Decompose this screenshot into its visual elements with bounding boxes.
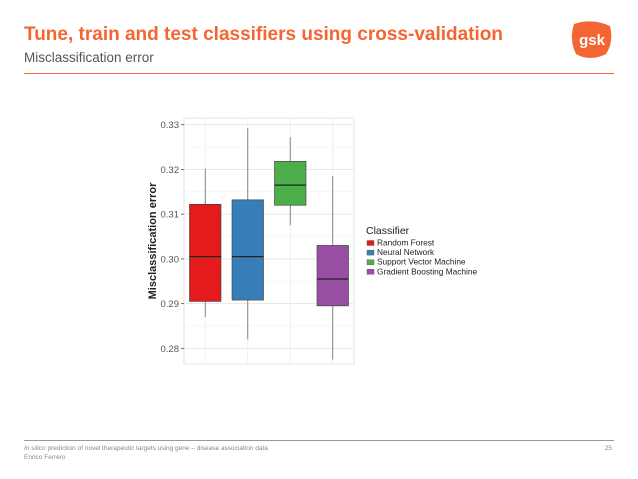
box-random-forest xyxy=(189,168,222,318)
legend-title: Classifier xyxy=(366,225,410,237)
box-iqr xyxy=(189,203,222,302)
slide-title: Tune, train and test classifiers using c… xyxy=(24,24,503,45)
y-tick-label: 0.31 xyxy=(161,210,180,221)
footer: In silico prediction of novel therapeuti… xyxy=(24,445,268,463)
legend-label: Random Forest xyxy=(377,238,435,248)
legend-swatch xyxy=(366,249,375,256)
legend-swatch xyxy=(366,269,375,275)
title-divider xyxy=(24,73,614,74)
footer-divider xyxy=(24,440,614,441)
y-tick-label: 0.29 xyxy=(161,299,180,310)
boxes xyxy=(189,128,349,360)
gsk-logo: gsk xyxy=(571,21,612,58)
box-iqr xyxy=(316,245,349,307)
box-iqr xyxy=(231,199,264,301)
box-iqr xyxy=(274,161,307,206)
box-support-vector-machine xyxy=(274,137,307,226)
box-neural-network xyxy=(231,128,264,340)
footer-italic-text: In silico xyxy=(24,445,46,452)
boxplot-chart: 0.28 0.29 0.30 0.31 0.32 0.33 Misclassificati… xyxy=(147,117,477,365)
y-axis-ticks: 0.28 0.29 0.30 0.31 0.32 0.33 xyxy=(161,120,184,355)
legend-swatch xyxy=(366,259,375,265)
logo-text: gsk xyxy=(579,32,606,49)
page-number: 25 xyxy=(604,445,612,452)
y-tick-label: 0.33 xyxy=(161,120,180,131)
y-tick-label: 0.32 xyxy=(161,165,180,176)
y-axis-label: Misclassification error xyxy=(147,182,159,299)
y-tick-label: 0.30 xyxy=(161,254,180,265)
legend-label: Gradient Boosting Machine xyxy=(377,266,477,276)
box-gradient-boosting-machine xyxy=(316,176,349,360)
legend-label: Support Vector Machine xyxy=(377,257,466,267)
y-tick-label: 0.28 xyxy=(161,344,180,355)
legend-swatch xyxy=(366,240,375,246)
logo-shape xyxy=(571,21,612,58)
footer-line-1: In silico prediction of novel therapeuti… xyxy=(24,445,268,454)
footer-author: Enrico Ferrero xyxy=(24,453,66,461)
legend-label: Neural Network xyxy=(377,247,435,257)
slide-subtitle: Misclassification error xyxy=(24,50,154,65)
footer-text: prediction of novel therapeutic targets … xyxy=(45,445,268,452)
